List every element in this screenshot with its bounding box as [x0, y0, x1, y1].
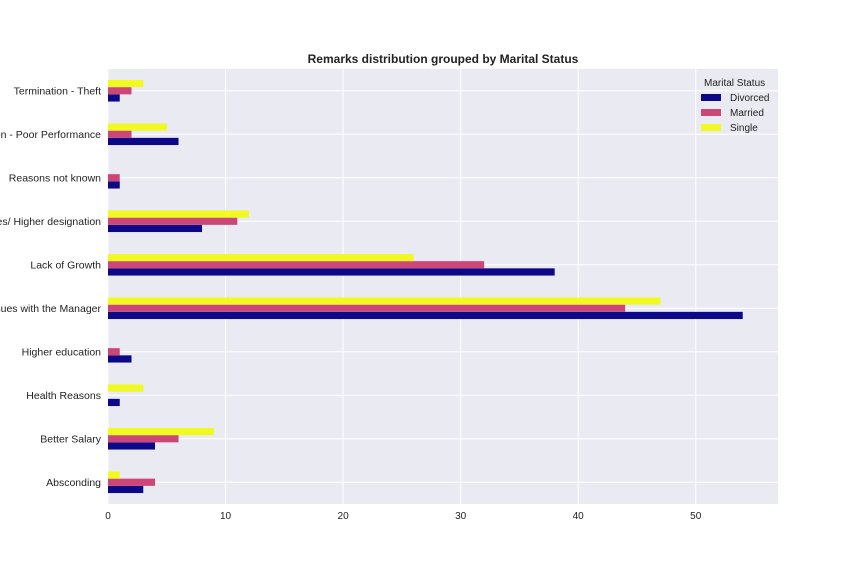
legend-label: Divorced [730, 93, 769, 104]
bar-single [108, 384, 144, 392]
bar-married [108, 174, 120, 182]
bar-divorced [108, 485, 144, 494]
bar-married [108, 478, 156, 486]
bar-single [108, 471, 120, 479]
bar-married [108, 304, 626, 312]
legend-swatch [701, 109, 721, 116]
bar-single [108, 123, 167, 131]
bar-divorced [108, 268, 555, 276]
bar-single [108, 427, 214, 436]
category-label: Better Salary [40, 433, 101, 445]
bar-single [108, 253, 414, 262]
bar-married [108, 261, 485, 269]
plot-area [108, 69, 778, 504]
legend-title: Marital Status [704, 78, 765, 89]
bar-divorced [108, 398, 120, 407]
bar-single [108, 210, 250, 218]
legend: Marital Status Divorced Married Single [701, 78, 769, 134]
bar-single [108, 297, 661, 305]
legend-label: Single [730, 123, 758, 134]
x-ticks: 0 10 20 30 40 50 [105, 511, 701, 522]
bars [108, 79, 743, 494]
bar-divorced [108, 355, 132, 363]
legend-swatch [701, 94, 721, 101]
x-tick-label: 40 [573, 511, 585, 522]
bar-divorced [108, 442, 156, 450]
category-label: Issues with the Manager [0, 303, 101, 315]
category-label: Lack of Growth [30, 259, 101, 271]
category-label: Health Reasons [26, 390, 101, 402]
x-tick-label: 20 [338, 511, 350, 522]
category-labels: Absconding Better Salary Health Reasons Hig… [0, 85, 102, 489]
category-label: Better Roles/ Higher designation [0, 216, 101, 228]
category-label: Reasons not known [9, 172, 101, 184]
x-tick-label: 30 [455, 511, 467, 522]
legend-swatch [701, 124, 721, 131]
bar-divorced [108, 181, 120, 189]
bar-married [108, 87, 132, 95]
category-label: Termination - Theft [14, 85, 101, 97]
legend-label: Married [730, 108, 764, 119]
x-tick-label: 50 [690, 511, 702, 522]
chart-title: Remarks distribution grouped by Marital … [308, 52, 579, 66]
bar-married [108, 435, 179, 443]
bar-married [108, 348, 120, 356]
bar-divorced [108, 311, 743, 320]
x-tick-label: 10 [220, 511, 232, 522]
bar-married [108, 130, 132, 138]
category-label: Absconding [46, 477, 101, 489]
bar-married [108, 217, 238, 225]
category-label: Termination - Poor Performance [0, 129, 101, 141]
bar-single [108, 79, 144, 88]
bar-divorced [108, 94, 120, 102]
x-tick-label: 0 [105, 511, 111, 522]
category-label: Higher education [22, 346, 102, 358]
bar-divorced [108, 137, 179, 146]
bar-divorced [108, 224, 203, 233]
